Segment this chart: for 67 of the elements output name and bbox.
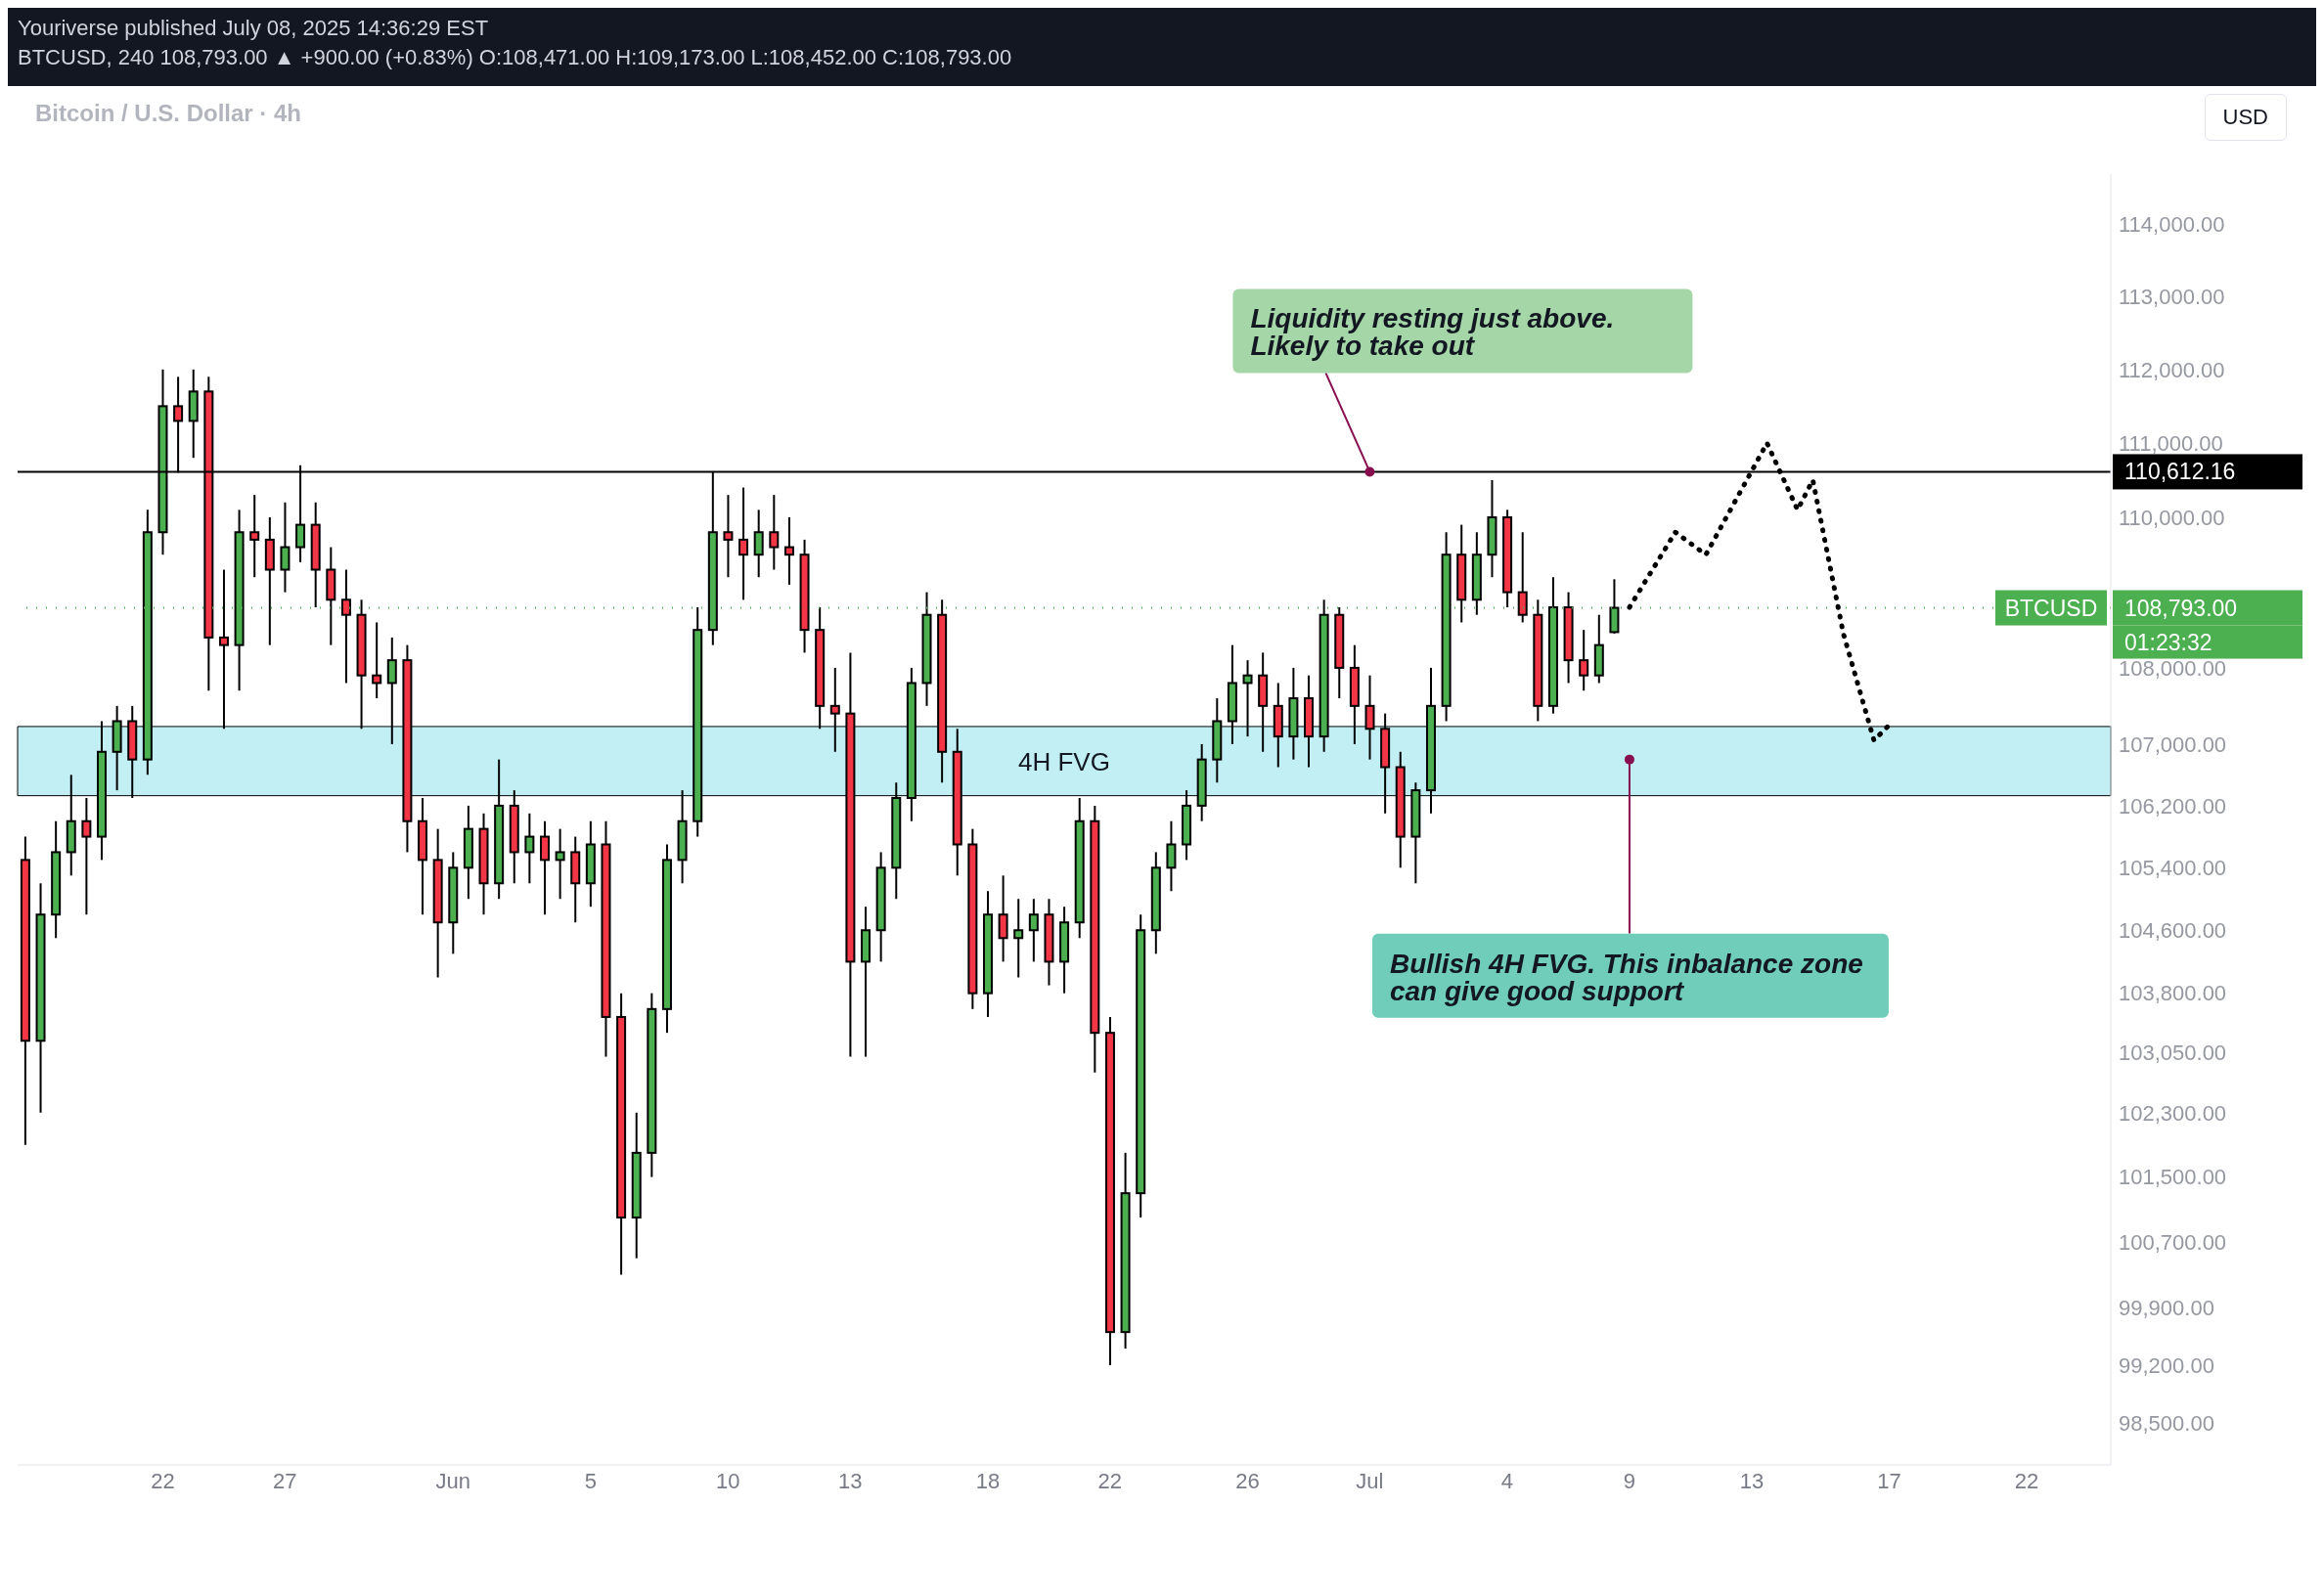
x-tick-label: 10 <box>716 1468 740 1493</box>
chart-title: Bitcoin / U.S. Dollar · 4h <box>35 100 302 127</box>
currency-button: USD <box>2204 94 2287 141</box>
x-tick-label: 22 <box>1097 1468 1123 1493</box>
x-tick-label: 27 <box>273 1468 297 1493</box>
candlestick <box>738 486 749 601</box>
annotation: Liquidity resting just above. Likely to take out <box>1250 303 1615 362</box>
y-tick-label: 103,050.00 <box>2119 1041 2227 1066</box>
y-tick-label: 99,900.00 <box>2119 1295 2214 1320</box>
y-tick-label: 108,000.00 <box>2119 655 2227 681</box>
x-tick-label: 13 <box>1739 1468 1765 1493</box>
text: BTCUSD, 240 108,793.00 ▲ +900.00 (+0.83%) O:108,471.00 H:109,173.00 L:108,452.00 C:108,793.00 <box>18 45 1013 70</box>
x-tick-label: 9 <box>1623 1468 1636 1493</box>
candlestick <box>372 621 382 700</box>
y-tick-label: 114,000.00 <box>2119 212 2225 238</box>
candlestick <box>81 797 92 916</box>
candlestick <box>1364 674 1375 761</box>
candlestick <box>386 636 397 745</box>
y-tick-label: 105,400.00 <box>2119 856 2227 881</box>
band-label: 4H FVG <box>1018 746 1110 776</box>
candlestick <box>1579 629 1589 692</box>
y-tick-label: 111,000.00 <box>2119 430 2223 456</box>
candlestick <box>540 819 550 916</box>
candlestick <box>829 666 840 753</box>
candlestick <box>1242 659 1253 738</box>
candlestick <box>1166 819 1177 893</box>
y-tick-label: 102,300.00 <box>2119 1100 2227 1126</box>
y-tick-label: 110,000.00 <box>2119 505 2225 530</box>
y-tick-label: 104,600.00 <box>2119 918 2227 944</box>
y-tick-label: 113,000.00 <box>2119 285 2225 310</box>
candlestick <box>524 812 535 885</box>
candlestick <box>753 509 764 579</box>
x-tick-label: 17 <box>1877 1468 1901 1493</box>
y-tick-label: 99,200.00 <box>2119 1352 2214 1378</box>
candlestick <box>783 515 794 586</box>
candlestick <box>340 568 351 685</box>
candlestick <box>1028 898 1039 963</box>
y-tick-label: 112,000.00 <box>2119 357 2225 382</box>
x-tick-label: 13 <box>838 1468 863 1493</box>
candlestick <box>249 494 260 579</box>
ref-line-label: 110,612.16 <box>2124 459 2236 485</box>
x-tick-label: Jul <box>1356 1468 1384 1493</box>
y-tick-label: 101,500.00 <box>2119 1165 2227 1190</box>
x-tick-label: 18 <box>975 1468 1001 1493</box>
annotation: Bullish 4H FVG. This inbalance zone can give good support <box>1389 948 1863 1006</box>
x-tick-label: 22 <box>151 1468 175 1493</box>
y-tick-label: 106,200.00 <box>2119 793 2227 819</box>
ref-line-label: 108,793.00 <box>2124 595 2238 621</box>
y-tick-label: 100,700.00 <box>2119 1229 2227 1255</box>
x-tick-label: 26 <box>1235 1468 1260 1493</box>
candlestick <box>1517 531 1528 624</box>
annotation: BTCUSD <box>2004 595 2098 621</box>
text: 01:23:32 <box>2124 629 2212 655</box>
candlestick <box>1013 898 1024 979</box>
x-tick-label: Jun <box>435 1468 470 1493</box>
candlestick <box>769 494 780 571</box>
x-tick-label: 5 <box>584 1468 597 1493</box>
x-tick-label: 4 <box>1500 1468 1514 1493</box>
candlestick <box>280 501 290 594</box>
x-tick-label: 22 <box>2014 1468 2039 1493</box>
candlestick <box>723 494 734 579</box>
text: Youriverse published July 08, 2025 14:36:29 EST <box>18 16 490 41</box>
y-tick-label: 98,500.00 <box>2119 1411 2214 1437</box>
candlestick <box>555 827 565 901</box>
y-tick-label: 103,800.00 <box>2119 981 2227 1006</box>
y-tick-label: 107,000.00 <box>2119 731 2227 757</box>
candlestick <box>218 568 229 731</box>
